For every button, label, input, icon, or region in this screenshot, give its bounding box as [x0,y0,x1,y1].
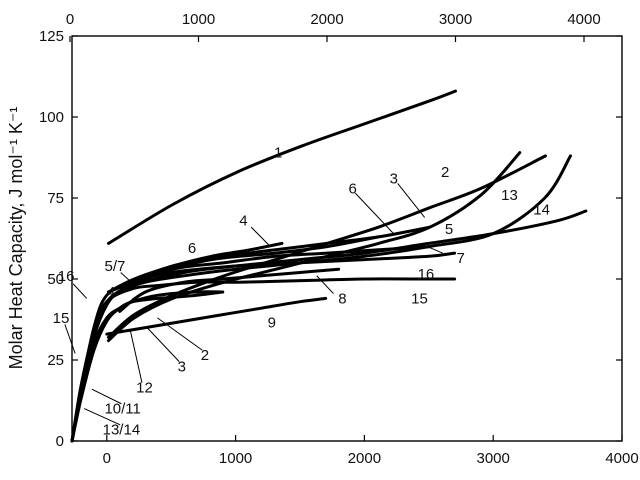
curve-label: 6 [349,180,357,197]
plot-frame [71,35,623,442]
leader-line [397,183,426,218]
leader-line [120,272,134,285]
y-tick-label: 0 [56,433,64,450]
curve-label: 15 [53,310,70,327]
curve-label: 12 [136,380,153,397]
curve-label: 16 [58,268,75,285]
series-curve-9 [105,296,328,336]
curve-label: 15 [411,290,428,307]
curve-label: 14 [533,201,550,218]
curve-label: 13/14 [103,422,141,439]
curve-label: 2 [441,164,449,181]
curve-label: 7 [456,250,464,267]
curve-label: 13 [501,187,518,204]
curve-label: 5/7 [105,258,126,275]
x-top-tick-label: 2000 [310,11,343,28]
leader-line [146,327,180,362]
x-bottom-tick-label: 2000 [348,450,381,467]
curve-label: 4 [107,284,115,301]
leader-lines [64,183,443,426]
x-bottom-tick-label: 0 [103,450,111,467]
leader-line [72,283,88,299]
curve-label: 10/11 [104,401,140,418]
series-curve-1 [107,89,457,245]
leader-line [83,408,121,426]
leader-line [64,324,76,354]
leader-line [354,192,396,236]
x-bottom-tick-label: 4000 [605,450,638,467]
leader-line [427,246,443,254]
y-tick-label: 50 [47,271,64,288]
leader-line [91,388,122,405]
data-curves [70,89,588,443]
leader-line [157,317,203,351]
x-top-tick-label: 1000 [182,11,215,28]
curve-label: 2 [201,347,209,364]
leader-line [129,330,143,383]
y-tick-label: 125 [39,28,64,45]
x-top-tick-label: 4000 [567,11,600,28]
y-tick-label: 100 [39,109,64,126]
curve-label: 8 [338,290,346,307]
curve-label: 9 [268,315,276,332]
x-top-tick-label: 0 [66,11,74,28]
x-top-tick-label: 3000 [439,11,472,28]
y-tick-label: 25 [47,352,64,369]
y-axis-title: Molar Heat Capacity, J mol⁻¹ K⁻¹ [6,107,26,370]
curve-label: 6 [188,240,196,257]
x-bottom-tick-label: 1000 [219,450,252,467]
leader-line [250,226,271,247]
series-curve-12 [70,290,225,443]
curve-label: 3 [178,358,186,375]
curve-label: 16 [418,266,435,283]
x-bottom-tick-label: 3000 [477,450,510,467]
series-curve-16 [70,251,457,443]
series-curve-8 [118,267,341,313]
curve-label: 4 [239,213,247,230]
curve-label: 1 [274,145,282,162]
curve-label: 3 [390,171,398,188]
y-tick-label: 75 [47,190,64,207]
curve-label: 5 [445,221,453,238]
leader-line [316,275,334,294]
series-curve-10-11 [70,290,225,443]
